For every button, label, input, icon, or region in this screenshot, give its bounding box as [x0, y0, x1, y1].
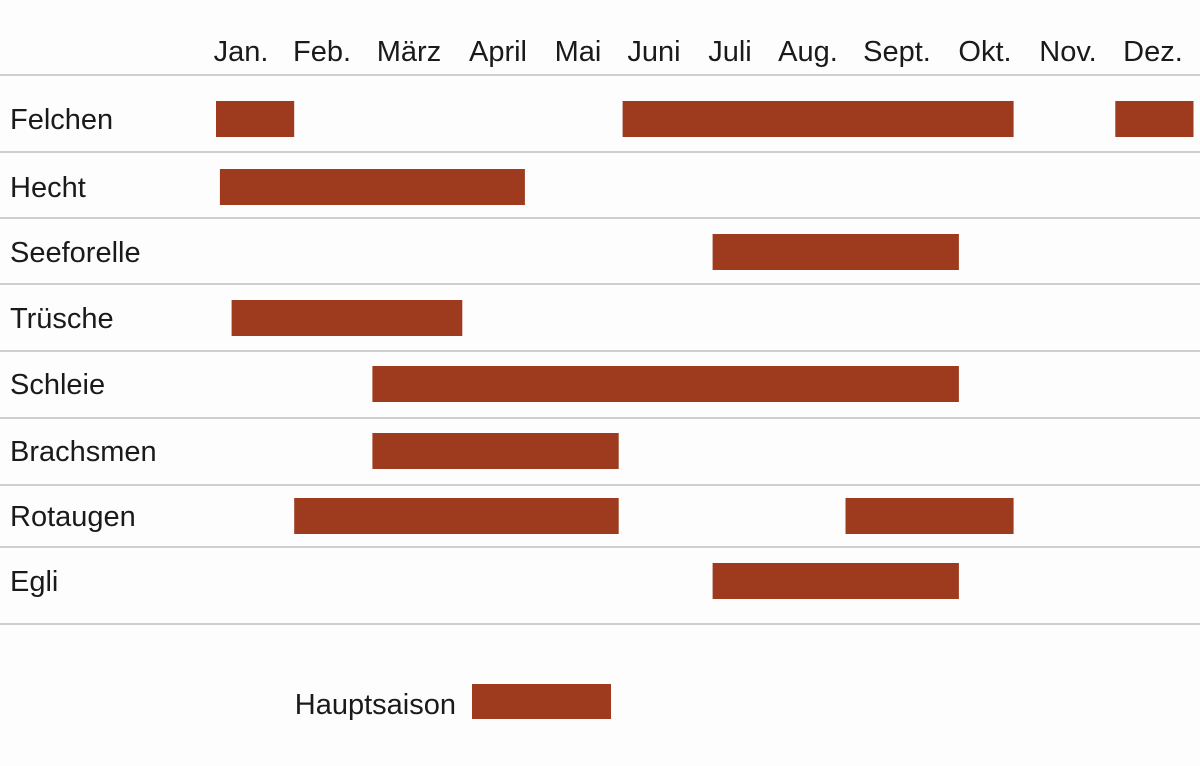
species-row: Felchen	[10, 101, 1194, 137]
month-tick-label: Feb.	[293, 36, 351, 68]
season-bar	[372, 366, 959, 402]
month-tick-label: Mai	[555, 36, 602, 68]
species-label: Trüsche	[10, 303, 114, 335]
month-tick-label: Jan.	[214, 36, 269, 68]
season-bar	[372, 433, 619, 469]
species-label: Schleie	[10, 369, 105, 401]
species-row: Rotaugen	[10, 498, 1014, 534]
legend-swatch	[472, 684, 611, 719]
species-row: Seeforelle	[10, 234, 959, 270]
month-tick-label: April	[469, 36, 527, 68]
species-label: Hecht	[10, 172, 86, 204]
month-tick-label: Sept.	[863, 36, 931, 68]
month-tick-label: Juli	[708, 36, 752, 68]
species-label: Seeforelle	[10, 237, 141, 269]
legend-label: Hauptsaison	[295, 689, 456, 721]
species-row: Trüsche	[10, 300, 463, 336]
month-tick-label: Dez.	[1123, 36, 1183, 68]
legend: Hauptsaison	[295, 684, 611, 721]
species-rows: Felchen Hecht Seeforelle Trüsche Schleie Brac…	[10, 101, 1194, 599]
species-label: Brachsmen	[10, 436, 157, 468]
species-label: Felchen	[10, 104, 113, 136]
season-bar	[1115, 101, 1194, 137]
month-tick-label: Juni	[627, 36, 680, 68]
season-bar	[294, 498, 619, 534]
season-bar	[622, 101, 1014, 137]
species-row: Schleie	[10, 366, 959, 402]
month-tick-label: Okt.	[958, 36, 1011, 68]
species-row: Brachsmen	[10, 433, 619, 469]
month-tick-label: Aug.	[778, 36, 838, 68]
season-bar	[712, 234, 959, 270]
season-bar	[231, 300, 463, 336]
season-bar	[712, 563, 959, 599]
month-tick-label: Nov.	[1039, 36, 1096, 68]
season-bar	[216, 101, 295, 137]
season-bar	[219, 169, 525, 205]
species-row: Egli	[10, 563, 959, 599]
season-bar	[845, 498, 1014, 534]
row-separators	[0, 74, 1200, 625]
species-label: Rotaugen	[10, 501, 136, 533]
species-label: Egli	[10, 566, 58, 598]
month-tick-label: März	[377, 36, 441, 68]
species-row: Hecht	[10, 169, 525, 205]
month-axis: Jan. Feb. März April Mai Juni Juli Aug. Sept. Okt…	[214, 36, 1183, 68]
